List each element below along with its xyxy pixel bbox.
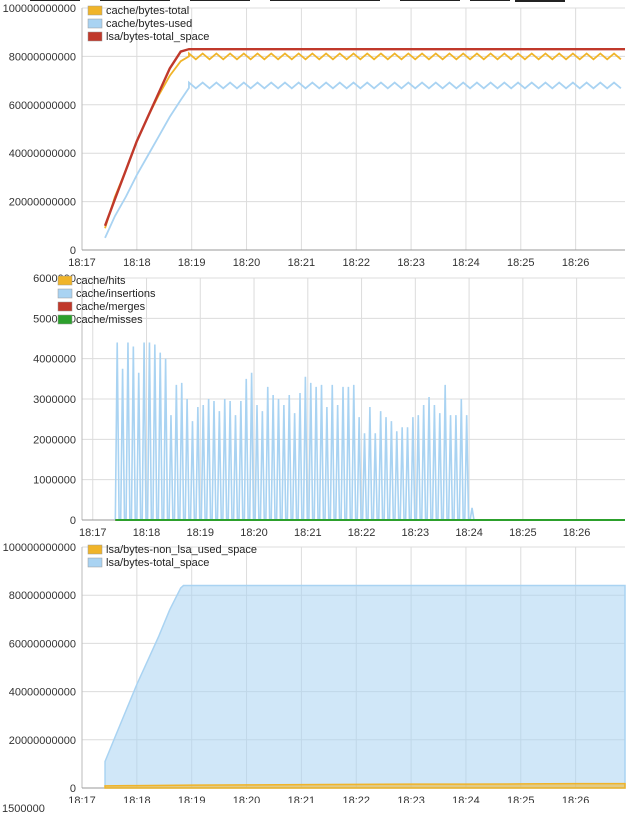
y-tick-label: 20000000000 [9, 197, 76, 209]
legend-label-cache-bytes-used: cache/bytes-used [106, 18, 192, 30]
legend-swatch-cache-misses [58, 315, 72, 324]
x-tick-label: 18:18 [133, 527, 161, 539]
legend-label-cache-merges: cache/merges [76, 301, 146, 313]
x-tick-label: 18:19 [187, 527, 215, 539]
x-tick-label: 18:17 [79, 527, 107, 539]
y-tick-label: 40000000000 [9, 687, 76, 699]
chart-panel-lsa-space: 0 20000000000 40000000000 60000000000 800000… [0, 540, 640, 803]
x-tick-label: 18:26 [562, 795, 590, 803]
line-cache-bytes-used [105, 83, 621, 238]
y-tick-label: 80000000000 [9, 590, 76, 602]
next-chart-y-tick: 1500000 [2, 803, 45, 815]
x-tick-label: 18:20 [233, 257, 261, 268]
legend-label-cache-misses: cache/misses [76, 314, 143, 326]
line-cache-insertions [115, 343, 474, 520]
x-tick-label: 18:21 [288, 257, 316, 268]
chart-panel-cache-bytes: 0 20000000000 40000000000 60000000000 800000… [0, 0, 640, 268]
y-tick-label: 1000000 [33, 475, 76, 487]
legend-label-lsa-bytes-total-space: lsa/bytes-total_space [106, 557, 209, 569]
x-tick-label: 18:19 [178, 795, 206, 803]
x-tick-label: 18:26 [562, 257, 590, 268]
x-tick-label: 18:20 [233, 795, 261, 803]
chart-lsa-space: 0 20000000000 40000000000 60000000000 800000… [0, 540, 640, 803]
x-tick-label: 18:22 [348, 527, 376, 539]
y-tick-label: 0 [70, 783, 76, 795]
y-tick-label: 40000000000 [9, 148, 76, 160]
x-tick-label: 18:25 [509, 527, 537, 539]
legend-label-lsa-bytes-total-space: lsa/bytes-total_space [106, 31, 209, 43]
y-tick-label: 100000000000 [3, 3, 76, 15]
legend-label-cache-bytes-total: cache/bytes-total [106, 5, 189, 17]
chart-cache-ops: 0100000020000003000000400000050000006000… [0, 268, 640, 540]
area-lsa-bytes-total-space [105, 586, 625, 788]
x-tick-label: 18:22 [342, 795, 370, 803]
legend-label-lsa-bytes-non-lsa-used-space: lsa/bytes-non_lsa_used_space [106, 544, 257, 556]
x-tick-label: 18:23 [402, 527, 430, 539]
x-tick-label: 18:17 [68, 257, 96, 268]
y-tick-label: 60000000000 [9, 100, 76, 112]
y-tick-label: 4000000 [33, 354, 76, 366]
legend-label-cache-hits: cache/hits [76, 275, 126, 287]
x-tick-label: 18:18 [123, 795, 151, 803]
x-tick-label: 18:21 [288, 795, 316, 803]
x-tick-label: 18:21 [294, 527, 322, 539]
y-tick-label: 2000000 [33, 434, 76, 446]
chart-cache-bytes: 0 20000000000 40000000000 60000000000 800000… [0, 0, 640, 268]
legend-swatch-lsa-bytes-non-lsa-used-space [88, 545, 102, 554]
x-tick-label: 18:24 [455, 527, 483, 539]
y-tick-label: 60000000000 [9, 638, 76, 650]
x-tick-label: 18:25 [507, 257, 535, 268]
x-tick-label: 18:25 [507, 795, 535, 803]
x-tick-label: 18:17 [68, 795, 96, 803]
y-tick-label: 80000000000 [9, 51, 76, 63]
legend-swatch-cache-insertions [58, 289, 72, 298]
legend-swatch-cache-hits [58, 276, 72, 285]
legend-swatch-lsa-bytes-total-space [88, 32, 102, 41]
y-tick-label: 0 [70, 245, 76, 257]
x-tick-label: 18:19 [178, 257, 206, 268]
x-tick-label: 18:24 [452, 257, 480, 268]
x-tick-label: 18:22 [342, 257, 370, 268]
x-tick-label: 18:20 [240, 527, 268, 539]
y-tick-label: 3000000 [33, 394, 76, 406]
y-tick-label: 100000000000 [3, 542, 76, 554]
y-tick-label: 0 [70, 515, 76, 527]
legend-swatch-cache-bytes-used [88, 19, 102, 28]
legend-label-cache-insertions: cache/insertions [76, 288, 156, 300]
line-lsa-bytes-total-space [105, 49, 625, 226]
legend-swatch-cache-merges [58, 302, 72, 311]
y-tick-label: 20000000000 [9, 735, 76, 747]
legend-swatch-cache-bytes-total [88, 6, 102, 15]
x-tick-label: 18:24 [452, 795, 480, 803]
x-tick-label: 18:18 [123, 257, 151, 268]
x-tick-label: 18:26 [563, 527, 591, 539]
legend-swatch-lsa-bytes-total-space [88, 558, 102, 567]
x-tick-label: 18:23 [397, 257, 425, 268]
x-tick-label: 18:23 [397, 795, 425, 803]
